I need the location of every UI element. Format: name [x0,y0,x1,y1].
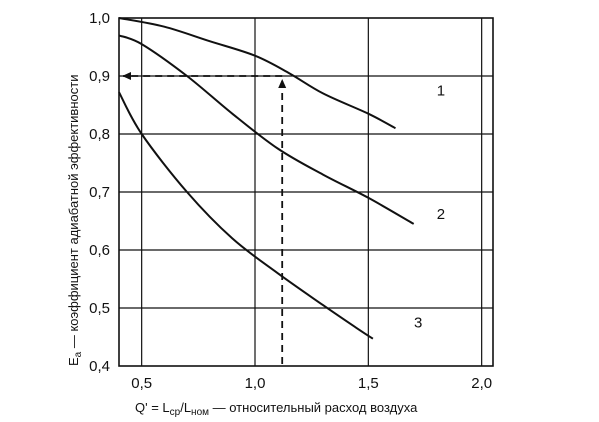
curve-label-3: 3 [414,315,422,332]
curve-labels: 1 2 3 [414,83,445,332]
x-axis-title-sub2: ном [191,407,209,418]
y-axis-title-sub: a [73,351,84,357]
curve-3 [118,91,374,340]
x-tick-label: 2,0 [471,375,492,392]
y-tick-label: 1,0 [89,10,110,27]
series-curves [118,17,415,340]
x-axis-title: Q' = Lср/Lном — относительный расход воз… [135,400,418,418]
x-axis-title-suffix: — относительный расход воздуха [209,400,418,415]
grid [119,18,493,366]
x-tick-label: 1,5 [358,375,379,392]
y-tick-label: 0,6 [89,242,110,259]
y-axis-title-prefix: E [66,357,81,366]
tick-labels: 0,5 1,0 1,5 2,0 0,4 0,5 0,6 0,7 0,8 0,9 1,0 [89,10,492,392]
y-tick-label: 0,9 [89,68,110,85]
curve-1 [118,17,396,130]
curve-label-1: 1 [437,83,445,100]
x-axis-title-prefix: Q' = L [135,400,170,415]
y-tick-label: 0,5 [89,300,110,317]
y-axis-title: Ea — коэффициент адиабатной эффективност… [66,75,84,366]
y-tick-label: 0,4 [89,358,110,375]
dashed-annotation [122,72,287,364]
y-tick-label: 0,7 [89,184,110,201]
y-axis-title-suffix: — коэффициент адиабатной эффективности [66,75,81,352]
curve-label-2: 2 [437,206,445,223]
curve-2 [118,34,415,225]
x-axis-title-mid: /L [180,400,191,415]
x-tick-label: 0,5 [131,375,152,392]
x-axis-title-sub1: ср [170,407,181,418]
y-tick-label: 0,8 [89,126,110,143]
plot-frame [118,17,494,367]
x-tick-label: 1,0 [245,375,266,392]
